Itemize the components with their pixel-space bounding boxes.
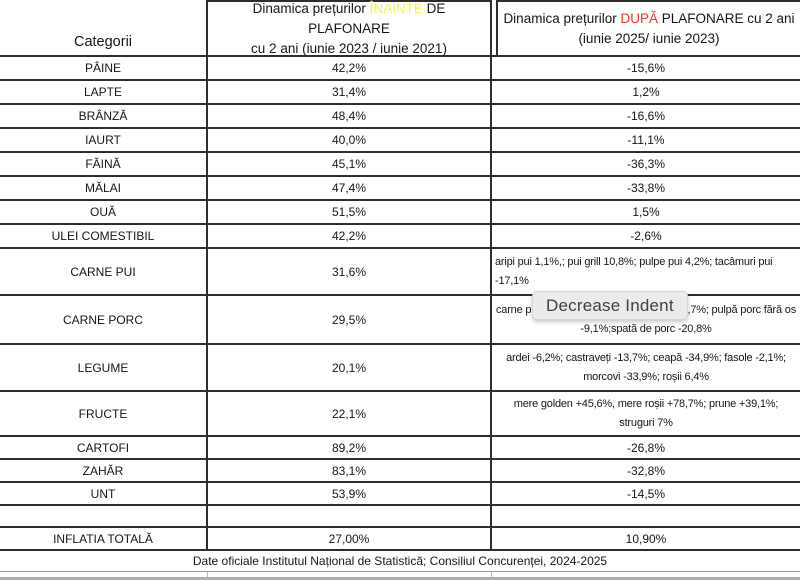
before-value-cell: 29,5% bbox=[208, 296, 492, 343]
after-value-cell: -14,5% bbox=[626, 486, 666, 501]
before-header-line1: Dinamica prețurilor ÎNAINTE DE PLAFONARE bbox=[212, 0, 486, 39]
after-value-cell: mere golden +45,6%, mere roșii +78,7%; p… bbox=[513, 397, 779, 429]
after-value-cell: -33,8% bbox=[626, 181, 666, 195]
after-value-line2: -9,1%;spată de porc -20,8% bbox=[580, 322, 712, 335]
after-header-text2: PLAFONARE cu 2 ani bbox=[658, 10, 795, 26]
partial-cell bbox=[208, 572, 492, 577]
before-value-cell: 51,5% bbox=[208, 201, 492, 223]
after-header-line2: (iunie 2025/ iunie 2023) bbox=[578, 30, 720, 46]
partial-cell bbox=[492, 572, 800, 577]
after-value-cell: -15,6% bbox=[626, 61, 666, 75]
row-unt: UNT 53,9% -14,5% bbox=[0, 483, 800, 506]
category-header-label: Categorii bbox=[73, 34, 133, 50]
row-malai: MĂLAI 47,4% -33,8% bbox=[0, 177, 800, 201]
category-cell: LAPTE bbox=[0, 81, 208, 103]
before-value-cell bbox=[208, 506, 492, 526]
category-cell: CARNE PUI bbox=[0, 249, 208, 294]
category-cell: LEGUME bbox=[0, 345, 208, 390]
after-value-line1: carne p ,7%; pulpă porc fără os bbox=[496, 301, 796, 320]
row-carne-pui: CARNE PUI 31,6% aripi pui 1,1%,; pui gri… bbox=[0, 249, 800, 296]
after-header-highlight: DUPĂ bbox=[620, 10, 658, 26]
after-value-cell: 1,5% bbox=[632, 205, 660, 219]
category-cell: ULEI COMESTIBIL bbox=[0, 225, 208, 247]
category-cell: CARTOFI bbox=[0, 437, 208, 458]
decrease-indent-tooltip: Decrease Indent bbox=[532, 291, 688, 320]
after-value-cell: 1,2% bbox=[632, 85, 660, 99]
before-value-cell: 20,1% bbox=[208, 345, 492, 390]
after-value-cell: -11,1% bbox=[627, 133, 665, 147]
after-value-cell: -16,6% bbox=[626, 109, 666, 123]
before-value-cell: 31,4% bbox=[208, 81, 492, 103]
before-value-cell: 27,00% bbox=[208, 528, 492, 549]
after-value-cell: -26,8% bbox=[626, 440, 666, 455]
row-iaurt: IAURT 40,0% -11,1% bbox=[0, 129, 800, 153]
after-value-cell: aripi pui 1,1%,; pui grill 10,8%; pulpe … bbox=[495, 255, 773, 287]
category-cell: PÂINE bbox=[0, 57, 208, 79]
before-value-cell: 42,2% bbox=[208, 57, 492, 79]
category-cell: BRÂNZĂ bbox=[0, 105, 208, 127]
before-header-line2: cu 2 ani (iunie 2023 / iunie 2021) bbox=[251, 40, 447, 56]
row-paine: PÂINE 42,2% -15,6% bbox=[0, 57, 800, 81]
row-cartofi: CARTOFI 89,2% -26,8% bbox=[0, 437, 800, 460]
before-value-cell: 83,1% bbox=[208, 460, 492, 481]
row-inflatia-totala: INFLATIA TOTALĂ 27,00% 10,90% bbox=[0, 528, 800, 551]
after-header-text: Dinamica prețurilor bbox=[503, 10, 621, 26]
category-cell: IAURT bbox=[0, 129, 208, 151]
source-footer-text: Date oficiale Institutul Național de Sta… bbox=[192, 554, 608, 568]
row-branza: BRÂNZĂ 48,4% -16,6% bbox=[0, 105, 800, 129]
table-header-row: Categorii Dinamica prețurilor ÎNAINTE DE… bbox=[0, 0, 800, 57]
after-value-cell: -36,3% bbox=[626, 157, 666, 171]
row-legume: LEGUME 20,1% ardei -6,2%; castraveți -13… bbox=[0, 345, 800, 392]
window-edge-strip bbox=[0, 577, 800, 580]
before-value-cell: 89,2% bbox=[208, 437, 492, 458]
source-footer-row: Date oficiale Institutul Național de Sta… bbox=[0, 551, 800, 572]
before-value-cell: 31,6% bbox=[208, 249, 492, 294]
before-value-cell: 47,4% bbox=[208, 177, 492, 199]
row-carne-porc: CARNE PORC 29,5% carne p ,7%; pulpă porc… bbox=[0, 296, 800, 345]
before-value-cell: 40,0% bbox=[208, 129, 492, 151]
cropped-partial-row bbox=[0, 572, 800, 577]
before-value-cell: 53,9% bbox=[208, 483, 492, 504]
after-value-cell: carne p ,7%; pulpă porc fără os -9,1%;sp… bbox=[492, 296, 800, 343]
category-cell: FRUCTE bbox=[0, 392, 208, 435]
row-fructe: FRUCTE 22,1% mere golden +45,6%, mere ro… bbox=[0, 392, 800, 437]
category-cell: MĂLAI bbox=[0, 177, 208, 199]
category-cell: UNT bbox=[0, 483, 208, 504]
before-value-cell: 22,1% bbox=[208, 392, 492, 435]
after-header-cell: Dinamica prețurilor DUPĂ PLAFONARE cu 2 … bbox=[492, 0, 800, 55]
before-header-text: Dinamica prețurilor bbox=[252, 0, 370, 16]
row-empty bbox=[0, 506, 800, 528]
category-cell: CARNE PORC bbox=[0, 296, 208, 343]
after-header-line1: Dinamica prețurilor DUPĂ PLAFONARE cu 2 … bbox=[503, 9, 794, 29]
before-value-cell: 45,1% bbox=[208, 153, 492, 175]
row-zahar: ZAHĂR 83,1% -32,8% bbox=[0, 460, 800, 483]
category-cell: OUĂ bbox=[0, 201, 208, 223]
after-value-cell: -32,8% bbox=[626, 463, 666, 478]
row-faina: FĂINĂ 45,1% -36,3% bbox=[0, 153, 800, 177]
category-cell bbox=[0, 506, 208, 526]
before-value-cell: 48,4% bbox=[208, 105, 492, 127]
category-cell: INFLATIA TOTALĂ bbox=[0, 528, 208, 549]
after-header-box: Dinamica prețurilor DUPĂ PLAFONARE cu 2 … bbox=[496, 0, 800, 55]
row-ulei: ULEI COMESTIBIL 42,2% -2,6% bbox=[0, 225, 800, 249]
before-header-text2: DE PLAFONARE bbox=[308, 0, 446, 36]
category-header-cell: Categorii bbox=[0, 0, 208, 55]
partial-cell bbox=[0, 572, 208, 577]
after-value-cell bbox=[492, 506, 800, 526]
after-value-fragment-left: carne p bbox=[496, 303, 532, 316]
row-oua: OUĂ 51,5% 1,5% bbox=[0, 201, 800, 225]
before-value-cell: 42,2% bbox=[208, 225, 492, 247]
after-value-cell: 10,90% bbox=[625, 531, 667, 546]
after-value-fragment-right: ,7%; pulpă porc fără os bbox=[687, 303, 796, 316]
row-lapte: LAPTE 31,4% 1,2% bbox=[0, 81, 800, 105]
after-value-cell: ardei -6,2%; castraveți -13,7%; ceapă -3… bbox=[506, 351, 786, 383]
after-value-cell: -2,6% bbox=[630, 229, 662, 243]
before-header-highlight: ÎNAINTE bbox=[369, 0, 423, 16]
before-header-cell: Dinamica prețurilor ÎNAINTE DE PLAFONARE… bbox=[208, 0, 492, 56]
category-cell: FĂINĂ bbox=[0, 153, 208, 175]
category-cell: ZAHĂR bbox=[0, 460, 208, 481]
